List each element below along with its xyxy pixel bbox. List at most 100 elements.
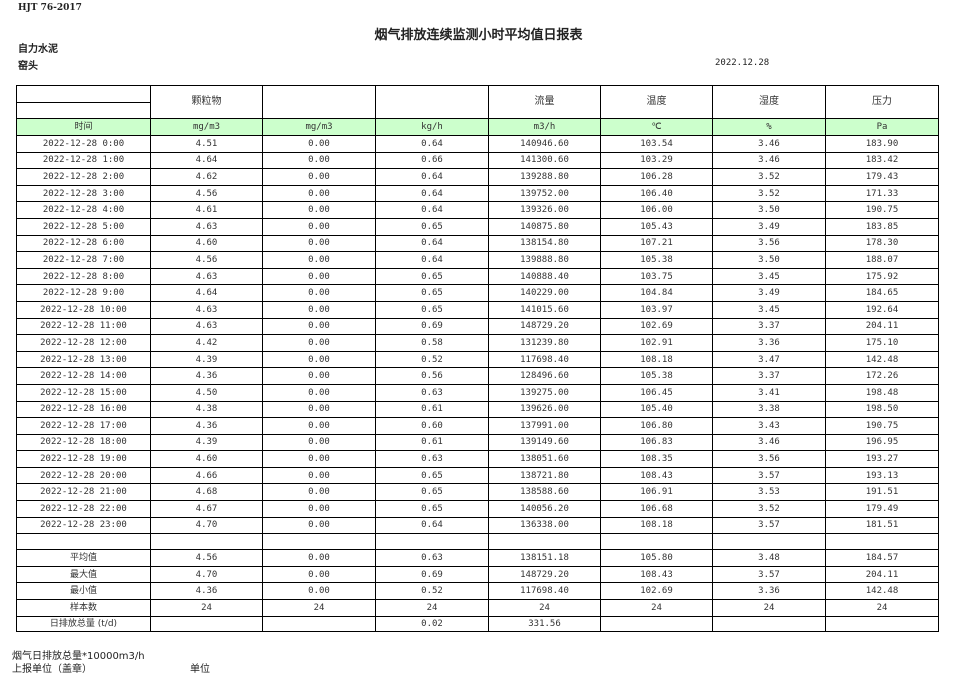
data-row-cell: 4.70 <box>150 516 263 535</box>
data-row-cell: 3.49 <box>712 284 826 302</box>
data-row-cell: 0.64 <box>375 135 489 153</box>
data-row-cell: 0.65 <box>375 267 489 286</box>
data-row-cell: 0.64 <box>375 251 489 269</box>
data-row-cell: 140888.40 <box>488 267 601 286</box>
header-cell <box>375 85 489 119</box>
data-row-cell: 4.61 <box>150 201 263 219</box>
data-row-cell: 3.36 <box>712 334 826 352</box>
header-cell-corner <box>16 85 151 119</box>
blank-row-cell <box>825 533 939 551</box>
data-row-cell: 140056.20 <box>488 500 601 518</box>
data-row-cell: 106.68 <box>600 500 713 518</box>
data-row-cell: 106.83 <box>600 433 713 452</box>
data-row-cell: 178.30 <box>825 234 939 253</box>
data-row-cell: 3.38 <box>712 400 826 419</box>
data-row-cell: 4.39 <box>150 350 263 369</box>
data-row-label: 2022-12-28 1:00 <box>16 151 151 170</box>
footer-unit-label: 单位 <box>190 664 210 675</box>
data-row-cell: 4.56 <box>150 251 263 269</box>
data-row-cell: 3.50 <box>712 251 826 269</box>
data-row-label: 2022-12-28 12:00 <box>16 334 151 352</box>
data-row-cell: 138154.80 <box>488 234 601 253</box>
data-row-cell: 196.95 <box>825 433 939 452</box>
total-row-cell <box>825 615 939 632</box>
stats-row-cell: 102.69 <box>600 582 713 601</box>
total-row-cell <box>262 615 376 632</box>
data-row-cell: 184.65 <box>825 284 939 302</box>
data-row-label: 2022-12-28 18:00 <box>16 433 151 452</box>
stats-row-cell: 0.00 <box>262 549 376 567</box>
stats-row-cell: 24 <box>600 599 713 617</box>
data-row-cell: 4.66 <box>150 466 263 485</box>
data-row-cell: 4.63 <box>150 300 263 319</box>
data-row-label: 2022-12-28 17:00 <box>16 417 151 435</box>
stats-row-cell: 4.70 <box>150 565 263 584</box>
stats-row-cell: 4.36 <box>150 582 263 601</box>
data-row: 2022-12-28 0:00 4.51 0.00 0.64 140946.60 103.… <box>16 135 939 153</box>
units-row-cell: ℃ <box>600 118 713 136</box>
data-row-label: 2022-12-28 19:00 <box>16 450 151 468</box>
data-row-cell: 0.00 <box>262 217 376 236</box>
data-row-cell: 139288.80 <box>488 168 601 186</box>
units-row-cell: mg/m3 <box>262 118 376 136</box>
data-row-label: 2022-12-28 2:00 <box>16 168 151 186</box>
data-row-cell: 3.50 <box>712 201 826 219</box>
blank-row-cell <box>712 533 826 551</box>
data-row-cell: 108.18 <box>600 350 713 369</box>
data-row-cell: 4.63 <box>150 317 263 336</box>
data-row-cell: 140229.00 <box>488 284 601 302</box>
stats-row-label: 平均值 <box>16 549 151 567</box>
data-row-cell: 139275.00 <box>488 383 601 402</box>
data-row-cell: 139326.00 <box>488 201 601 219</box>
blank-row-cell <box>488 533 601 551</box>
data-row-cell: 3.46 <box>712 135 826 153</box>
data-row: 2022-12-28 21:00 4.68 0.00 0.65 138588.60 106… <box>16 483 939 502</box>
data-row: 2022-12-28 20:00 4.66 0.00 0.65 138721.80 108… <box>16 466 939 485</box>
header-cell: 颗粒物 <box>150 85 263 119</box>
data-row-cell: 106.45 <box>600 383 713 402</box>
data-row-cell: 3.43 <box>712 417 826 435</box>
stats-row-cell: 138151.18 <box>488 549 601 567</box>
data-row-cell: 0.65 <box>375 483 489 502</box>
data-row-cell: 3.56 <box>712 234 826 253</box>
stats-row-cell: 105.80 <box>600 549 713 567</box>
stats-row-label: 样本数 <box>16 599 151 617</box>
data-row-cell: 0.00 <box>262 433 376 452</box>
data-row-cell: 139149.60 <box>488 433 601 452</box>
data-row-cell: 117698.40 <box>488 350 601 369</box>
report-title: 烟气排放连续监测小时平均值日报表 <box>374 28 583 43</box>
data-row-cell: 0.00 <box>262 350 376 369</box>
data-row-cell: 102.91 <box>600 334 713 352</box>
data-row-cell: 198.50 <box>825 400 939 419</box>
data-row-cell: 0.66 <box>375 151 489 170</box>
data-row-cell: 198.48 <box>825 383 939 402</box>
data-row-cell: 4.42 <box>150 334 263 352</box>
data-row-cell: 3.37 <box>712 367 826 385</box>
data-row: 2022-12-28 7:00 4.56 0.00 0.64 139888.80 105.… <box>16 251 939 269</box>
data-row-cell: 4.50 <box>150 383 263 402</box>
data-row-cell: 3.52 <box>712 500 826 518</box>
data-row-label: 2022-12-28 9:00 <box>16 284 151 302</box>
data-row-cell: 0.00 <box>262 466 376 485</box>
data-row-cell: 107.21 <box>600 234 713 253</box>
data-row-cell: 0.69 <box>375 317 489 336</box>
data-row-cell: 4.38 <box>150 400 263 419</box>
data-row-cell: 175.92 <box>825 267 939 286</box>
data-row-cell: 103.97 <box>600 300 713 319</box>
data-row-cell: 0.00 <box>262 483 376 502</box>
header-row: 颗粒物 流量 温度 湿度 压力 <box>16 85 939 119</box>
data-row-cell: 3.52 <box>712 168 826 186</box>
data-row: 2022-12-28 6:00 4.60 0.00 0.64 138154.80 107.… <box>16 234 939 253</box>
data-row-label: 2022-12-28 13:00 <box>16 350 151 369</box>
data-row-cell: 190.75 <box>825 417 939 435</box>
units-row-cell: mg/m3 <box>150 118 263 136</box>
data-row-cell: 0.00 <box>262 417 376 435</box>
data-row-cell: 4.60 <box>150 234 263 253</box>
data-row-cell: 0.64 <box>375 184 489 203</box>
data-row-cell: 193.27 <box>825 450 939 468</box>
data-row-cell: 0.00 <box>262 184 376 203</box>
data-row-cell: 0.00 <box>262 234 376 253</box>
company-name: 自力水泥 <box>18 44 58 55</box>
data-row-cell: 179.49 <box>825 500 939 518</box>
stats-row-cell: 24 <box>712 599 826 617</box>
